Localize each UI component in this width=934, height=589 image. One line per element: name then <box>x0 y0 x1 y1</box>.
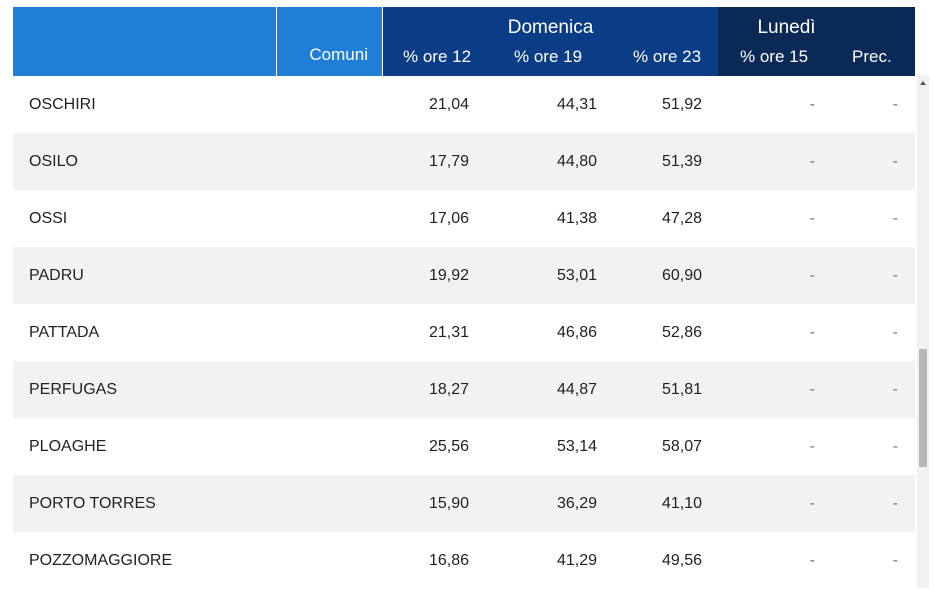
header-lunedi-group: Lunedì % ore 15 Prec. <box>718 7 915 76</box>
cell-ore23: 41,10 <box>661 495 702 512</box>
cell-ore15: - <box>809 381 815 398</box>
cell-ore12: 25,56 <box>428 438 469 455</box>
header-col-ore19[interactable]: % ore 19 <box>514 47 583 66</box>
cell-ore15: - <box>809 324 815 341</box>
cell-comune: OSCHIRI <box>29 96 96 113</box>
cell-ore23: 51,81 <box>661 381 702 398</box>
cell-ore19: 36,29 <box>556 495 597 512</box>
cell-prec: - <box>892 552 898 569</box>
cell-ore12: 21,31 <box>428 324 469 341</box>
header-col-ore23[interactable]: % ore 23 <box>633 47 702 66</box>
cell-ore12: 21,04 <box>428 96 469 113</box>
header-col-ore12[interactable]: % ore 12 <box>403 47 472 66</box>
cell-ore12: 17,79 <box>428 153 469 170</box>
table-row: OSILO 17,79 44,80 51,39 - - <box>13 133 915 190</box>
cell-ore15: - <box>809 552 815 569</box>
cell-ore15: - <box>809 153 815 170</box>
cell-ore15: - <box>809 267 815 284</box>
cell-ore23: 60,90 <box>661 267 702 284</box>
cell-ore19: 53,01 <box>556 267 597 284</box>
cell-ore23: 49,56 <box>661 552 702 569</box>
cell-comune: PERFUGAS <box>29 381 118 398</box>
cell-ore12: 19,92 <box>428 267 469 284</box>
table-row: OSSI 17,06 41,38 47,28 - - <box>13 190 915 247</box>
cell-ore19: 44,87 <box>556 381 597 398</box>
cell-prec: - <box>892 495 898 512</box>
header-comuni-cell[interactable]: Comuni <box>277 7 382 76</box>
cell-ore15: - <box>809 210 815 227</box>
cell-comune: OSSI <box>29 210 68 227</box>
cell-ore15: - <box>809 495 815 512</box>
table-row: PADRU 19,92 53,01 60,90 - - <box>13 247 915 304</box>
header-domenica-label: Domenica <box>507 17 594 38</box>
cell-ore23: 52,86 <box>661 324 702 341</box>
header-col-ore15[interactable]: % ore 15 <box>740 47 809 66</box>
cell-ore12: 16,86 <box>428 552 469 569</box>
table-row: POZZOMAGGIORE 16,86 41,29 49,56 - - <box>13 532 915 589</box>
scrollbar-thumb[interactable] <box>919 349 927 467</box>
cell-prec: - <box>892 381 898 398</box>
cell-ore23: 58,07 <box>661 438 702 455</box>
cell-comune: PADRU <box>29 267 84 284</box>
cell-ore15: - <box>809 438 815 455</box>
cell-ore12: 18,27 <box>428 381 469 398</box>
table-row: OSCHIRI 21,04 44,31 51,92 - - <box>13 76 915 133</box>
cell-prec: - <box>892 267 898 284</box>
cell-ore23: 51,39 <box>661 153 702 170</box>
table-row: PATTADA 21,31 46,86 52,86 - - <box>13 304 915 361</box>
header-comuni-label: Comuni <box>309 45 368 64</box>
turnout-table: Comuni Domenica % ore 12 % ore 19 % ore … <box>13 7 915 589</box>
cell-comune: PLOAGHE <box>29 438 107 455</box>
table-body: OSCHIRI 21,04 44,31 51,92 - - OSILO 17,7… <box>13 76 915 589</box>
table-row: PORTO TORRES 15,90 36,29 41,10 - - <box>13 475 915 532</box>
vertical-scrollbar[interactable] <box>917 75 929 588</box>
header-blank-cell <box>13 7 276 76</box>
cell-ore23: 51,92 <box>661 96 702 113</box>
table-row: PLOAGHE 25,56 53,14 58,07 - - <box>13 418 915 475</box>
header-col-prec[interactable]: Prec. <box>852 47 892 66</box>
scroll-up-arrow-icon[interactable] <box>920 81 926 85</box>
cell-prec: - <box>892 210 898 227</box>
cell-ore19: 44,31 <box>556 96 597 113</box>
cell-ore12: 17,06 <box>428 210 469 227</box>
cell-comune: POZZOMAGGIORE <box>29 552 173 569</box>
cell-ore15: - <box>809 96 815 113</box>
cell-ore19: 53,14 <box>556 438 597 455</box>
cell-ore19: 46,86 <box>556 324 597 341</box>
cell-ore23: 47,28 <box>661 210 702 227</box>
cell-prec: - <box>892 153 898 170</box>
table-header: Comuni Domenica % ore 12 % ore 19 % ore … <box>13 7 915 76</box>
cell-prec: - <box>892 324 898 341</box>
cell-comune: PATTADA <box>29 324 100 341</box>
header-domenica-group: Domenica % ore 12 % ore 19 % ore 23 <box>383 7 718 76</box>
cell-prec: - <box>892 438 898 455</box>
cell-comune: OSILO <box>29 153 78 170</box>
cell-comune: PORTO TORRES <box>29 495 156 512</box>
cell-ore19: 41,29 <box>556 552 597 569</box>
table-row: PERFUGAS 18,27 44,87 51,81 - - <box>13 361 915 418</box>
cell-ore12: 15,90 <box>428 495 469 512</box>
header-lunedi-label: Lunedì <box>757 17 816 38</box>
cell-prec: - <box>892 96 898 113</box>
cell-ore19: 44,80 <box>556 153 597 170</box>
cell-ore19: 41,38 <box>556 210 597 227</box>
